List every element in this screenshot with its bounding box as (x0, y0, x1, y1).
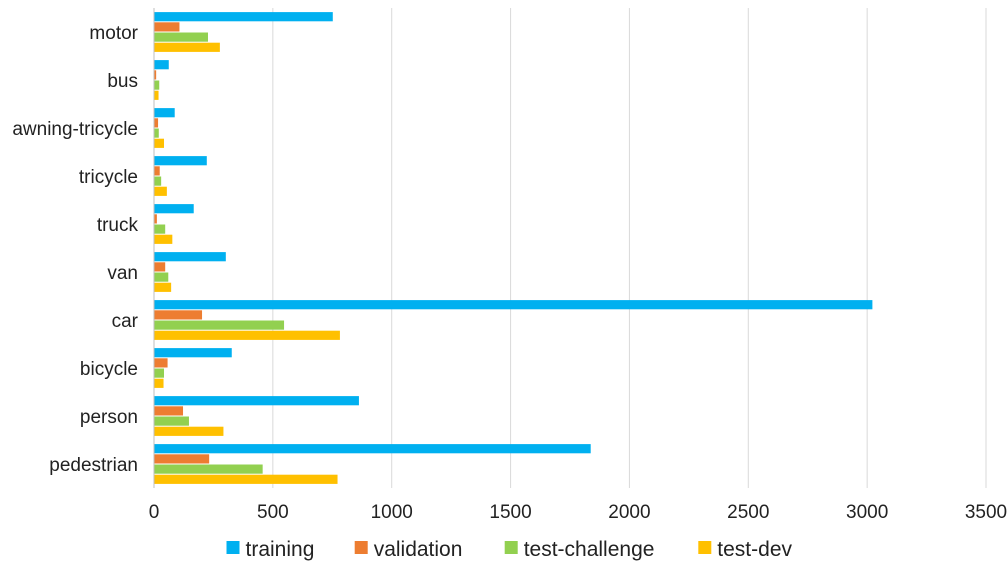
bar-tricycle-validation (154, 166, 160, 176)
legend-swatch-validation (354, 541, 368, 554)
legend-label-test-dev: test-dev (717, 538, 792, 561)
bar-tricycle-test-dev (154, 186, 167, 196)
bar-bus-training (154, 60, 169, 70)
bar-truck-test-dev (154, 234, 173, 244)
x-tick-1500: 1500 (489, 502, 531, 523)
category-label-van: van (107, 263, 138, 284)
bar-pedestrian-validation (154, 454, 210, 464)
bar-pedestrian-test-dev (154, 474, 338, 484)
legend-swatch-test-dev (698, 541, 712, 554)
x-tick-labels: 0 500 1000 1500 2000 2500 3000 3500 (149, 502, 1007, 523)
category-label-person: person (80, 407, 138, 428)
category-label-bicycle: bicycle (80, 359, 138, 380)
bar-person-test-challenge (154, 416, 189, 426)
legend-swatch-training (226, 541, 240, 554)
x-tick-500: 500 (257, 502, 289, 523)
gridlines (153, 8, 987, 488)
bar-van-test-challenge (154, 272, 169, 282)
bar-bus-test-dev (154, 90, 159, 100)
bar-tricycle-training (154, 156, 207, 166)
bar-motor-test-challenge (154, 32, 208, 42)
category-label-car: car (112, 311, 139, 332)
bar-pedestrian-training (154, 444, 591, 454)
bar-awning-tricycle-test-dev (154, 138, 165, 148)
bar-van-test-dev (154, 282, 172, 292)
bar-awning-tricycle-training (154, 108, 175, 118)
bar-person-validation (154, 406, 184, 416)
bar-bicycle-test-challenge (154, 368, 165, 378)
category-label-bus: bus (107, 71, 138, 92)
bar-motor-validation (154, 22, 180, 32)
category-label-pedestrian: pedestrian (49, 455, 138, 476)
x-tick-1000: 1000 (371, 502, 413, 523)
legend-swatch-test-challenge (504, 541, 518, 554)
bar-awning-tricycle-test-challenge (154, 128, 159, 138)
bar-bicycle-validation (154, 358, 168, 368)
category-label-tricycle: tricycle (79, 167, 138, 188)
bar-motor-test-dev (154, 42, 220, 52)
bar-person-training (154, 396, 359, 406)
bar-bicycle-test-dev (154, 378, 164, 388)
bar-van-validation (154, 262, 166, 272)
category-label-motor: motor (89, 23, 138, 44)
legend-label-validation: validation (374, 538, 463, 561)
bar-truck-validation (154, 214, 157, 224)
bars (154, 12, 873, 484)
bar-person-test-dev (154, 426, 224, 436)
bar-car-test-challenge (154, 320, 285, 330)
category-label-awning-tricycle: awning-tricycle (12, 119, 138, 140)
bar-car-validation (154, 310, 203, 320)
legend: training validation test-challenge test-dev (226, 538, 792, 561)
x-tick-3500: 3500 (965, 502, 1007, 523)
bar-car-training (154, 300, 873, 310)
x-tick-2500: 2500 (727, 502, 769, 523)
bar-tricycle-test-challenge (154, 176, 162, 186)
bar-motor-training (154, 12, 333, 22)
legend-label-training: training (246, 538, 315, 561)
bar-van-training (154, 252, 226, 262)
bar-awning-tricycle-validation (154, 118, 159, 128)
category-label-truck: truck (97, 215, 139, 236)
bar-car-test-dev (154, 330, 340, 340)
x-tick-3000: 3000 (846, 502, 888, 523)
legend-label-test-challenge: test-challenge (524, 538, 655, 561)
bar-bicycle-training (154, 348, 232, 358)
bar-bus-validation (154, 70, 157, 80)
bar-truck-training (154, 204, 194, 214)
x-tick-2000: 2000 (608, 502, 650, 523)
bar-truck-test-challenge (154, 224, 166, 234)
x-tick-0: 0 (149, 502, 160, 523)
category-labels: motor bus awning-tricycle tricycle truck van c… (12, 23, 138, 476)
bar-pedestrian-test-challenge (154, 464, 263, 474)
bar-bus-test-challenge (154, 80, 160, 90)
